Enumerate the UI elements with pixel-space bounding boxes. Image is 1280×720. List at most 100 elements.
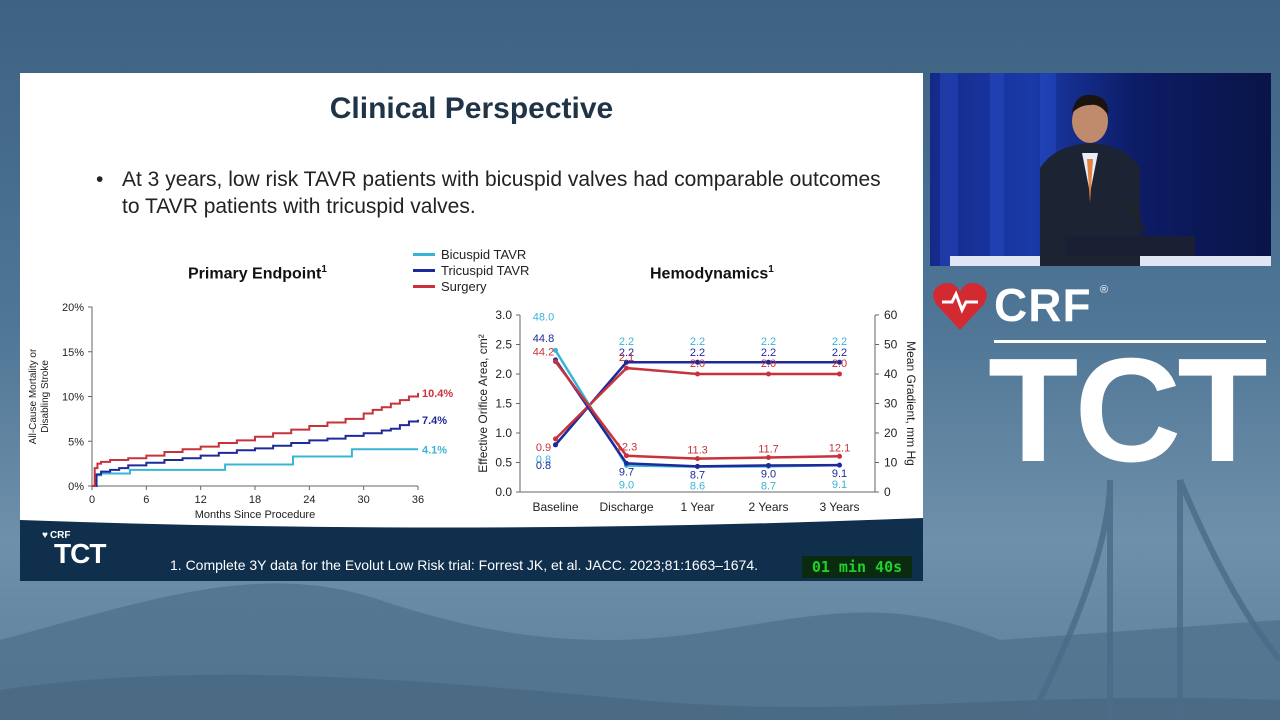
legend-item-bicuspid: Bicuspid TAVR: [413, 246, 529, 262]
category-label: 2 Years: [748, 500, 788, 514]
y-axis-label-line: Disabling Stroke: [40, 360, 51, 433]
data-label: 2.0: [761, 358, 776, 370]
category-label: Baseline: [532, 500, 578, 514]
category-label: 1 Year: [680, 500, 714, 514]
series-point: [766, 359, 771, 365]
left-tick-label: 3.0: [495, 308, 512, 322]
data-label: 2.1: [619, 352, 634, 364]
chart-title-primary-endpoint: Primary Endpoint1: [188, 264, 327, 283]
x-tick-label: 6: [143, 494, 149, 506]
left-tick-label: 1.0: [495, 426, 512, 440]
y-tick-label: 15%: [62, 347, 84, 359]
left-axis-label: Effective Orifice Area, cm²: [476, 334, 490, 473]
x-axis-label: Months Since Procedure: [195, 509, 315, 521]
data-label: 9.1: [832, 479, 847, 491]
series-point: [837, 462, 842, 468]
series-point: [624, 453, 629, 459]
data-label: 2.2: [832, 336, 847, 348]
data-label: 2.2: [832, 347, 847, 359]
y-tick-label: 0%: [68, 481, 84, 493]
series-point: [624, 460, 629, 466]
right-tick-label: 20: [884, 426, 898, 440]
y-axis-label-line: All-Cause Mortality or: [28, 348, 39, 444]
legend-swatch: [413, 284, 435, 288]
series-point: [837, 359, 842, 365]
data-label: 8.6: [690, 481, 705, 493]
crf-tct-brand: CRF ® TCT: [932, 278, 1268, 486]
data-label: 12.3: [616, 442, 637, 454]
footer-band: [20, 518, 923, 581]
series-end-label: 4.1%: [422, 444, 447, 456]
series-point: [553, 436, 558, 442]
legend-label: Surgery: [441, 278, 487, 294]
footnote: 1. Complete 3Y data for the Evolut Low R…: [170, 557, 759, 573]
series-point: [837, 371, 842, 377]
y-tick-label: 20%: [62, 302, 84, 314]
series-point: [624, 365, 629, 371]
brand-tct-text: TCT: [988, 328, 1268, 493]
legend-label: Bicuspid TAVR: [441, 246, 527, 262]
series-line-surgery: [554, 366, 840, 440]
speaker-video: [930, 73, 1271, 266]
data-label: 0.8: [536, 454, 551, 466]
series-point: [766, 371, 771, 377]
data-label: 9.0: [761, 468, 776, 480]
left-tick-label: 0.0: [495, 485, 512, 499]
series-point: [695, 371, 700, 377]
legend-swatch: [413, 268, 435, 272]
bullet-mark: •: [96, 168, 104, 191]
heart-icon: ♥: [42, 530, 48, 541]
series-point: [553, 347, 558, 353]
series-point: [837, 453, 842, 459]
brand-crf-text: CRF: [994, 279, 1092, 331]
primary-endpoint-chart: 0% 5% 10% 15% 20% 0 6 12 18 24 30 36 Months Since Pr…: [28, 302, 453, 521]
x-tick-label: 24: [303, 494, 315, 506]
series-point: [695, 463, 700, 469]
chart-title-sup: 1: [768, 264, 774, 275]
data-label: 8.7: [690, 469, 705, 481]
mini-crf-text: CRF: [49, 530, 71, 541]
series-line-tricuspid-tavr: [92, 419, 419, 487]
chart-title-sup: 1: [321, 264, 327, 275]
left-tick-label: 2.0: [495, 367, 512, 381]
speaker-illustration: [940, 73, 1271, 266]
x-tick-label: 12: [195, 494, 207, 506]
series-point: [695, 456, 700, 462]
timer-badge: 01 min 40s: [802, 556, 912, 578]
left-tick-label: 1.5: [495, 397, 512, 411]
right-tick-label: 0: [884, 485, 891, 499]
data-label: 2.0: [832, 358, 847, 370]
right-tick-label: 60: [884, 308, 898, 322]
data-label: 44.8: [533, 333, 554, 345]
series-line-bicuspid-tavr: [92, 448, 418, 487]
legend-item-surgery: Surgery: [413, 278, 529, 294]
series-point: [695, 359, 700, 365]
series-end-label: 7.4%: [422, 415, 447, 427]
data-label: 8.7: [761, 480, 776, 492]
brand-registered-mark: ®: [1100, 284, 1109, 296]
right-tick-label: 50: [884, 338, 898, 352]
data-label: 2.2: [690, 336, 705, 348]
data-label: 48.0: [533, 311, 554, 323]
data-label: 11.3: [687, 445, 708, 457]
data-label: 9.1: [832, 468, 847, 480]
data-label: 9.7: [619, 466, 634, 478]
heart-icon: [933, 283, 987, 330]
mini-crf-mark: ♥ CRF: [42, 530, 105, 541]
chart-title-text: Primary Endpoint: [188, 265, 322, 283]
series-line-surgery: [92, 392, 419, 487]
data-label: 11.7: [758, 443, 779, 455]
mini-tct-text: TCT: [54, 538, 106, 569]
data-label: 0.8: [536, 460, 551, 472]
chart-title-text: Hemodynamics: [650, 265, 769, 283]
y-tick-label: 10%: [62, 392, 84, 404]
y-tick-label: 5%: [68, 436, 84, 448]
data-label: 44.2: [533, 347, 554, 359]
series-point: [766, 462, 771, 468]
y-axis-label: All-Cause Mortality orDisabling Stroke: [28, 348, 51, 444]
x-tick-label: 36: [412, 494, 424, 506]
data-label: 2.0: [690, 358, 705, 370]
series-point: [766, 454, 771, 460]
category-label: 3 Years: [819, 500, 859, 514]
data-label: 2.2: [619, 336, 634, 348]
